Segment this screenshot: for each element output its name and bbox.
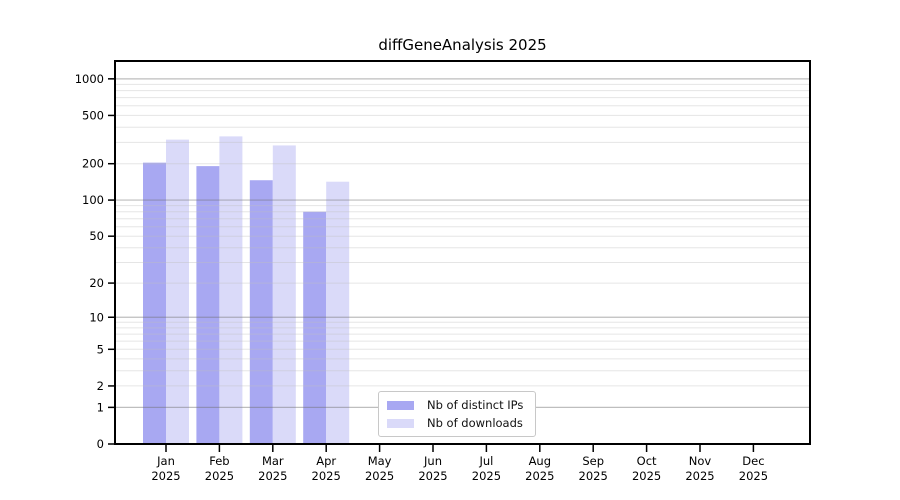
x-tick-label-aug: Aug xyxy=(529,454,551,468)
chart-title: diffGeneAnalysis 2025 xyxy=(378,36,547,54)
x-tick-year-mar: 2025 xyxy=(258,469,287,483)
y-tick-label-1000: 1000 xyxy=(75,72,104,86)
x-tick-label-dec: Dec xyxy=(742,454,764,468)
x-tick-label-nov: Nov xyxy=(689,454,712,468)
legend-swatch-distinct-ips xyxy=(387,400,414,410)
x-tick-year-apr: 2025 xyxy=(312,469,341,483)
legend-swatch-downloads xyxy=(387,418,414,428)
y-tick-label-1: 1 xyxy=(97,400,104,414)
y-tick-label-200: 200 xyxy=(82,157,104,171)
x-tick-year-nov: 2025 xyxy=(685,469,714,483)
y-tick-label-5: 5 xyxy=(97,342,104,356)
x-tick-year-feb: 2025 xyxy=(205,469,234,483)
y-tick-label-500: 500 xyxy=(82,108,104,122)
x-tick-year-aug: 2025 xyxy=(525,469,554,483)
y-tick-label-100: 100 xyxy=(82,193,104,207)
plot-border xyxy=(114,60,811,445)
y-tick-label-0: 0 xyxy=(97,437,104,451)
bar-distinct-ips-apr xyxy=(303,211,327,444)
x-tick-year-jan: 2025 xyxy=(151,469,180,483)
legend-item-distinct-ips: Nb of distinct IPs xyxy=(387,397,523,413)
bar-distinct-ips-feb xyxy=(196,166,220,444)
x-tick-year-jul: 2025 xyxy=(472,469,501,483)
x-tick-year-jun: 2025 xyxy=(418,469,447,483)
legend-label-distinct-ips: Nb of distinct IPs xyxy=(427,398,524,412)
y-tick-label-50: 50 xyxy=(89,229,104,243)
chart-legend: Nb of distinct IPs Nb of downloads xyxy=(378,391,537,437)
x-tick-year-may: 2025 xyxy=(365,469,394,483)
y-tick-label-10: 10 xyxy=(89,310,104,324)
bar-downloads-jan xyxy=(166,139,189,444)
x-tick-year-oct: 2025 xyxy=(632,469,661,483)
bar-distinct-ips-mar xyxy=(249,180,273,444)
legend-label-downloads: Nb of downloads xyxy=(427,416,523,430)
bar-distinct-ips-jan xyxy=(143,162,166,445)
x-tick-label-oct: Oct xyxy=(637,454,657,468)
bar-downloads-feb xyxy=(219,136,243,444)
x-tick-label-jun: Jun xyxy=(423,454,442,468)
x-tick-label-mar: Mar xyxy=(262,454,284,468)
x-tick-year-sep: 2025 xyxy=(579,469,608,483)
x-tick-label-may: May xyxy=(368,454,392,468)
y-tick-label-20: 20 xyxy=(89,276,104,290)
x-tick-label-jan: Jan xyxy=(156,454,175,468)
x-tick-label-apr: Apr xyxy=(316,454,336,468)
legend-item-downloads: Nb of downloads xyxy=(387,415,523,431)
x-tick-label-feb: Feb xyxy=(209,454,229,468)
bar-downloads-mar xyxy=(272,145,296,444)
bar-downloads-apr xyxy=(326,181,350,444)
x-tick-year-dec: 2025 xyxy=(739,469,768,483)
x-tick-label-jul: Jul xyxy=(478,454,493,468)
y-tick-label-2: 2 xyxy=(97,379,104,393)
x-tick-label-sep: Sep xyxy=(582,454,604,468)
